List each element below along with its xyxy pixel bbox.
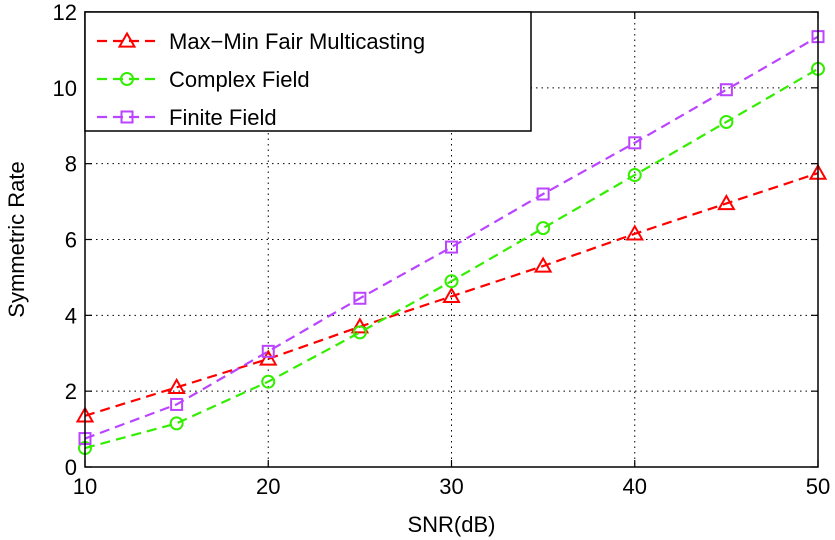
- x-axis-title: SNR(dB): [407, 512, 495, 537]
- x-tick-label: 30: [439, 474, 463, 499]
- data-point-marker: [536, 187, 550, 201]
- series-0: [75, 163, 828, 423]
- data-point-marker: [170, 397, 184, 411]
- data-point-marker: [259, 349, 278, 366]
- data-point-marker: [719, 83, 733, 97]
- data-point-marker: [261, 344, 275, 358]
- y-tick-label: 12: [53, 0, 77, 25]
- legend-marker: [120, 72, 134, 86]
- y-axis-title: Symmetric Rate: [4, 161, 29, 317]
- data-point-marker: [444, 274, 459, 289]
- legend-marker: [120, 110, 134, 124]
- legend-box: [84, 11, 532, 132]
- data-point-marker: [169, 416, 184, 431]
- legend-marker: [117, 31, 137, 48]
- y-tick-label: 10: [53, 76, 77, 101]
- data-point-marker: [627, 168, 642, 183]
- data-point-marker: [445, 240, 458, 254]
- x-tick-label: 20: [256, 474, 280, 499]
- axes: 10 20 30 40 50 0 2 4 6 8 10 12: [53, 0, 831, 499]
- data-point-marker: [350, 317, 370, 334]
- y-tick-label: 6: [65, 228, 77, 253]
- data-point-marker: [717, 193, 736, 211]
- legend-label: Finite Field: [169, 105, 277, 130]
- y-tick-label: 0: [65, 455, 77, 480]
- data-point-marker: [261, 374, 276, 389]
- y-tick-label: 4: [65, 303, 77, 328]
- y-tick-label: 2: [65, 379, 77, 404]
- data-point-marker: [536, 221, 551, 236]
- y-tick-label: 8: [65, 152, 77, 177]
- data-point-marker: [167, 377, 186, 394]
- data-point-marker: [533, 256, 553, 273]
- series-line: [84, 67, 819, 450]
- data-point-marker: [628, 136, 642, 150]
- data-point-marker: [352, 325, 367, 340]
- legend: Max−Min Fair Multicasting Complex Field Fi…: [84, 11, 532, 132]
- legend-label: Max−Min Fair Multicasting: [169, 29, 425, 54]
- series-layer: [75, 30, 828, 456]
- series-line: [84, 172, 819, 417]
- x-tick-label: 10: [73, 474, 97, 499]
- x-tick-label: 50: [806, 474, 830, 499]
- data-point-marker: [625, 224, 644, 241]
- data-point-marker: [353, 291, 367, 305]
- legend-label: Complex Field: [169, 67, 310, 92]
- data-point-marker: [442, 286, 461, 303]
- x-tick-label: 40: [623, 474, 647, 499]
- series-line: [84, 35, 819, 440]
- data-point-marker: [719, 114, 734, 129]
